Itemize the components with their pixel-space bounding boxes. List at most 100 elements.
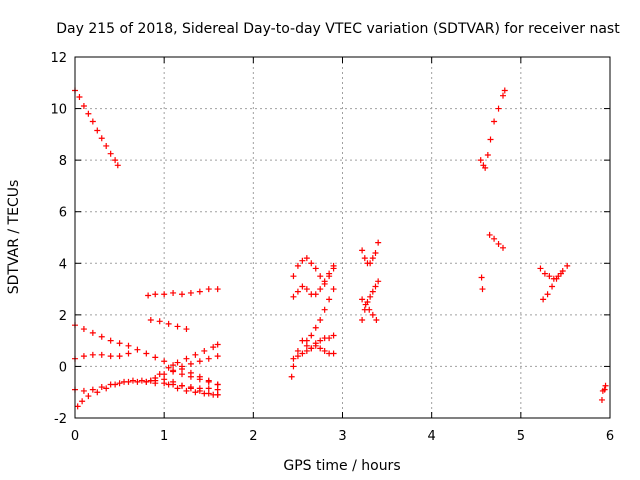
data-point (179, 363, 185, 370)
y-tick-label: 12 (50, 51, 67, 66)
y-axis-label: SDTVAR / TECUs (6, 180, 22, 295)
series-arc-26 (598, 382, 609, 403)
data-point (294, 262, 301, 269)
data-point (80, 326, 87, 333)
axis-ticks (74, 56, 611, 419)
x-tick-label: 1 (160, 429, 168, 444)
series-arc-7 (147, 341, 221, 384)
data-point (308, 345, 315, 352)
data-point (196, 288, 203, 295)
data-point (359, 247, 366, 254)
data-point (161, 291, 168, 298)
data-point (147, 377, 154, 384)
y-tick-label: 2 (59, 309, 67, 324)
data-point (375, 278, 382, 285)
data-point (94, 127, 101, 134)
y-tick-label: 0 (59, 360, 67, 375)
data-point (98, 135, 105, 142)
data-point (116, 380, 123, 387)
data-points (72, 87, 609, 410)
data-point (89, 351, 96, 358)
data-point (187, 373, 194, 380)
data-point (369, 311, 376, 318)
data-point (152, 291, 159, 298)
data-point (294, 288, 301, 295)
data-point (317, 286, 324, 293)
data-point (326, 273, 333, 280)
series-arc-25 (540, 270, 564, 303)
data-point (205, 378, 212, 385)
data-point (192, 351, 199, 358)
data-point (299, 257, 306, 264)
data-point (179, 291, 185, 298)
data-point (125, 350, 132, 357)
data-point (601, 386, 608, 393)
data-point (89, 386, 96, 393)
data-point (192, 389, 199, 396)
data-point (121, 378, 128, 385)
data-point (170, 289, 177, 296)
data-point (79, 398, 86, 405)
data-point (80, 102, 87, 109)
data-point (290, 293, 297, 300)
data-point (179, 371, 185, 378)
data-point (308, 332, 315, 339)
x-tick-label: 5 (517, 429, 525, 444)
data-point (308, 260, 315, 267)
x-tick-label: 0 (71, 429, 79, 444)
data-point (373, 317, 380, 324)
data-point (98, 351, 105, 358)
data-point (89, 329, 96, 336)
series-arc-15 (290, 265, 337, 300)
data-point (107, 337, 114, 344)
data-point (369, 288, 376, 295)
data-point (330, 350, 337, 357)
data-point (312, 342, 319, 349)
data-point (359, 317, 366, 324)
x-tick-label: 3 (338, 429, 346, 444)
data-point (152, 375, 159, 382)
data-point (201, 347, 208, 354)
data-point (85, 110, 92, 117)
data-point (183, 326, 190, 333)
data-point (303, 337, 310, 344)
data-point (214, 391, 221, 398)
x-axis-label: GPS time / hours (283, 458, 400, 474)
data-point (85, 393, 92, 400)
data-point (205, 286, 212, 293)
data-point (321, 347, 328, 354)
data-point (557, 270, 564, 277)
data-point (602, 382, 609, 389)
series-arc-10 (170, 368, 221, 388)
y-tick-label: 6 (59, 206, 67, 221)
data-point (303, 347, 310, 354)
data-point (205, 355, 212, 362)
data-point (317, 317, 324, 324)
data-point (330, 265, 337, 272)
data-point (170, 368, 177, 375)
data-point (288, 373, 295, 380)
data-point (482, 164, 489, 171)
data-point (138, 377, 145, 384)
data-point (183, 387, 190, 394)
series-arc-21 (477, 87, 508, 171)
data-point (362, 301, 369, 308)
data-point (134, 346, 141, 353)
data-point (147, 317, 154, 324)
series-arc-14 (290, 255, 337, 285)
data-point (487, 136, 494, 143)
data-point (366, 306, 373, 313)
data-point (479, 286, 486, 293)
data-point (326, 335, 333, 342)
data-point (179, 382, 185, 389)
data-point (321, 280, 328, 287)
data-point (187, 360, 194, 367)
data-point (76, 93, 83, 100)
grid (75, 57, 610, 418)
data-point (129, 377, 136, 384)
data-point (500, 244, 506, 251)
data-point (317, 273, 324, 280)
data-point (369, 255, 376, 262)
data-point (321, 306, 328, 313)
data-point (317, 345, 324, 352)
